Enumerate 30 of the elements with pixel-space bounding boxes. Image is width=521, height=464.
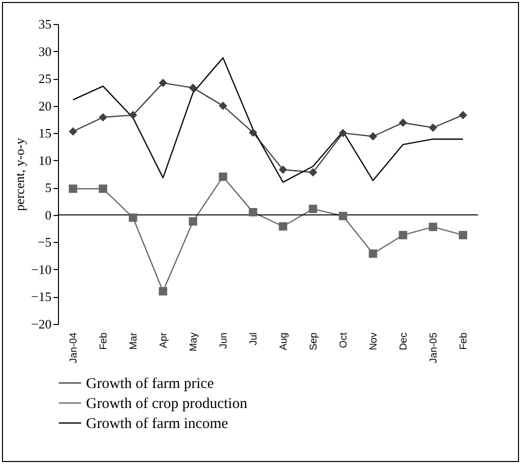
legend-label: Growth of farm income — [86, 416, 228, 432]
x-tick-label: Oct — [338, 332, 350, 348]
legend-label: Growth of crop production — [86, 396, 248, 412]
y-tick-label: 15 — [38, 126, 52, 141]
x-tick-label: Mar — [128, 332, 140, 350]
x-tick-label: Feb — [98, 332, 110, 350]
x-tick-label: Jun — [218, 332, 230, 349]
y-tick-label: 35 — [38, 16, 52, 32]
x-tick-label: Apr — [158, 332, 170, 348]
y-tick-label: 25 — [38, 71, 52, 86]
legend-label: Growth of farm price — [86, 376, 214, 392]
x-tick-label: May — [188, 332, 200, 352]
y-tick-label: 20 — [38, 98, 52, 114]
x-tick-label: Jan-05 — [428, 332, 440, 364]
y-tick-label: −10 — [31, 262, 52, 277]
y-tick-label: 30 — [38, 44, 52, 59]
x-tick-label: Aug — [278, 332, 290, 350]
y-axis-title: percent, y-o-y — [12, 138, 28, 211]
y-tick-label: −5 — [38, 234, 52, 250]
x-tick-label: Jan-04 — [68, 332, 80, 364]
y-tick-label: 0 — [45, 207, 52, 222]
y-tick-label: 10 — [38, 152, 52, 168]
x-tick-label: Feb — [458, 332, 470, 350]
x-tick-label: Jul — [248, 332, 260, 346]
y-tick-label: 5 — [45, 180, 52, 196]
x-tick-label: Sep — [308, 332, 320, 350]
y-tick-label: −20 — [31, 316, 52, 332]
y-tick-label: −15 — [31, 289, 52, 304]
x-tick-label: Dec — [398, 332, 410, 350]
x-tick-label: Nov — [368, 332, 380, 350]
